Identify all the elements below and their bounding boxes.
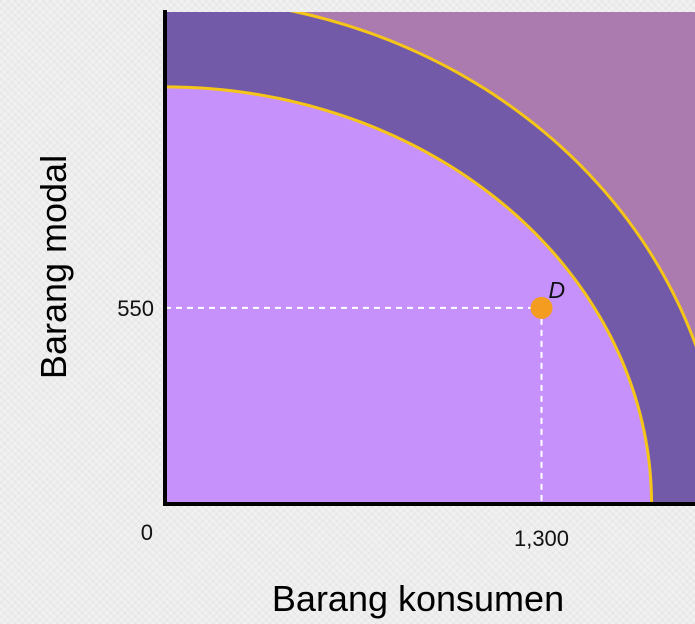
x-axis-title: Barang konsumen [272, 578, 564, 619]
inner-region [165, 86, 652, 504]
point-d-label: D [549, 277, 566, 303]
plot-area [165, 12, 695, 504]
point-d [530, 296, 553, 319]
x-tick-label: 1,300 [514, 526, 569, 551]
ppf-curve-inner [165, 85, 654, 504]
origin-label: 0 [141, 520, 153, 545]
ppf-curve-outer [289, 12, 695, 348]
y-axis-title: Barang modal [33, 155, 74, 379]
y-tick-label: 550 [117, 296, 154, 321]
